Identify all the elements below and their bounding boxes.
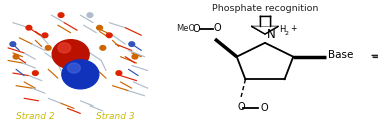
Text: H: H [279, 25, 285, 34]
Text: O: O [192, 24, 200, 34]
Text: N: N [267, 28, 276, 41]
Circle shape [106, 33, 112, 38]
Circle shape [52, 40, 89, 69]
Circle shape [97, 25, 102, 30]
Text: Base: Base [328, 50, 353, 60]
Circle shape [58, 43, 71, 53]
Circle shape [87, 13, 93, 17]
Polygon shape [252, 26, 278, 34]
Polygon shape [260, 16, 270, 26]
Circle shape [33, 71, 38, 75]
Text: Strand 3: Strand 3 [96, 112, 135, 121]
Text: Strand 2: Strand 2 [16, 112, 55, 121]
Text: +: + [290, 24, 296, 33]
Text: Phosphate recognition: Phosphate recognition [212, 4, 318, 13]
Circle shape [129, 42, 135, 46]
Circle shape [45, 46, 51, 50]
Text: MeO: MeO [176, 24, 195, 34]
Circle shape [10, 42, 16, 46]
Circle shape [132, 54, 138, 59]
Circle shape [116, 71, 122, 75]
Circle shape [58, 13, 64, 17]
Text: O: O [213, 23, 221, 33]
Circle shape [26, 25, 32, 30]
Circle shape [13, 54, 19, 59]
Circle shape [67, 63, 80, 73]
Text: O: O [237, 102, 245, 112]
Text: O: O [261, 103, 268, 113]
Circle shape [62, 60, 99, 89]
Circle shape [42, 33, 48, 38]
Circle shape [100, 46, 106, 50]
Text: 2: 2 [285, 31, 288, 36]
